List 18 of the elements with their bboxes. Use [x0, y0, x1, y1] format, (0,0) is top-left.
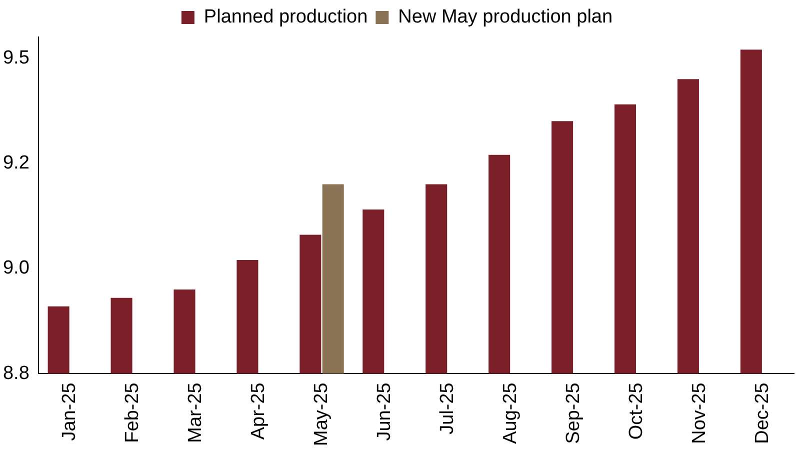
x-tick-label: Mar-25	[185, 382, 206, 443]
x-tick-label: Apr-25	[248, 382, 270, 440]
y-tick-label: 9.0	[2, 258, 30, 279]
y-tick-label: 9.2	[2, 152, 30, 174]
x-tick-label: Aug-25	[500, 382, 521, 444]
x-tick-label: Nov-25	[688, 382, 710, 444]
y-tick-label: 9.5	[2, 47, 30, 68]
legend-label: New May production plan	[398, 6, 613, 28]
x-tick-label: Dec-25	[752, 382, 773, 444]
x-tick-label: May-25	[310, 382, 332, 446]
x-tick-label: Oct-25	[626, 382, 647, 440]
x-tick-label: Feb-25	[122, 382, 144, 443]
y-tick-label: 8.8	[2, 362, 30, 384]
legend-label: Planned production	[204, 6, 368, 28]
x-tick-label: Jul-25	[436, 382, 458, 434]
x-tick-label: Jun-25	[374, 382, 395, 441]
x-tick-label: Jan-25	[59, 382, 80, 441]
x-tick-label: Sep-25	[562, 382, 584, 444]
